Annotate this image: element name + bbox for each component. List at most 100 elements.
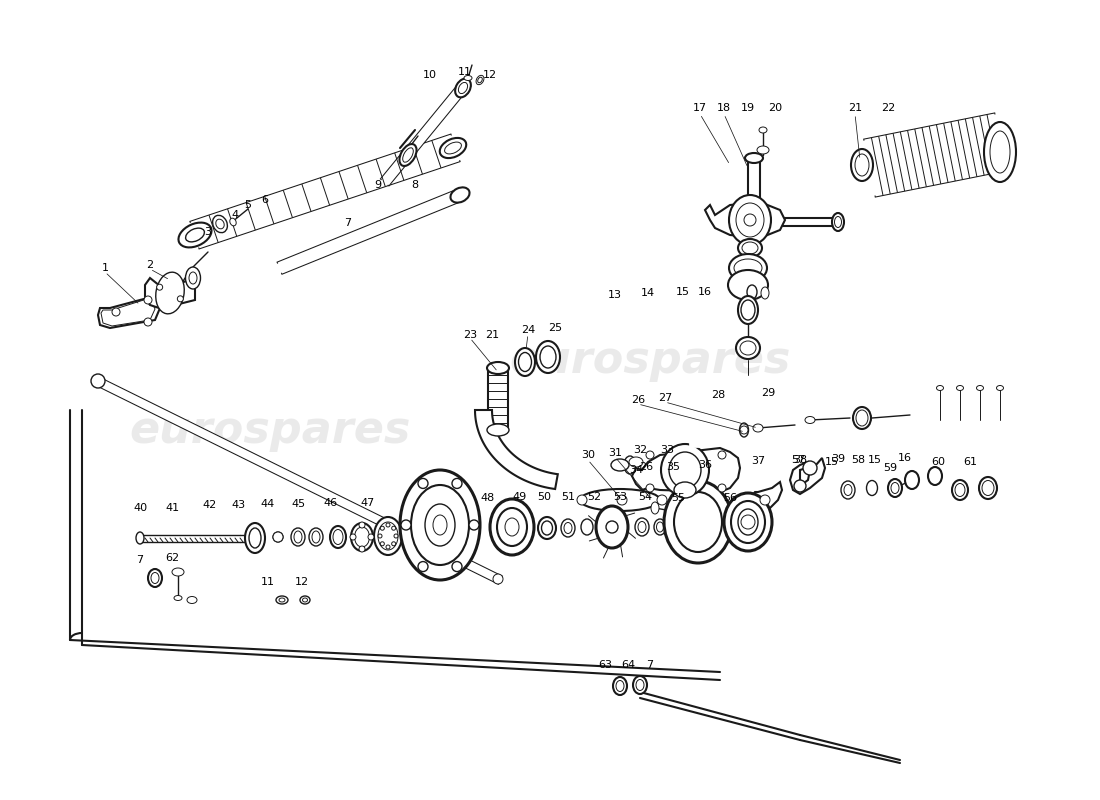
Circle shape bbox=[112, 308, 120, 316]
Text: 28: 28 bbox=[711, 390, 725, 400]
Ellipse shape bbox=[738, 296, 758, 324]
Text: 57: 57 bbox=[791, 455, 805, 465]
Ellipse shape bbox=[294, 531, 302, 543]
Ellipse shape bbox=[664, 481, 732, 563]
Text: 21: 21 bbox=[848, 103, 862, 113]
Circle shape bbox=[760, 495, 770, 505]
Ellipse shape bbox=[805, 417, 815, 423]
Text: 20: 20 bbox=[768, 103, 782, 113]
Ellipse shape bbox=[651, 502, 659, 514]
Ellipse shape bbox=[844, 485, 852, 495]
Text: 32: 32 bbox=[632, 445, 647, 455]
Text: 11: 11 bbox=[261, 577, 275, 587]
Ellipse shape bbox=[487, 424, 509, 436]
Text: 49: 49 bbox=[513, 492, 527, 502]
Circle shape bbox=[418, 562, 428, 571]
Circle shape bbox=[359, 522, 365, 528]
Text: 45: 45 bbox=[290, 499, 305, 509]
Circle shape bbox=[452, 562, 462, 571]
Ellipse shape bbox=[738, 239, 762, 257]
Circle shape bbox=[91, 374, 104, 388]
Polygon shape bbox=[750, 482, 782, 514]
Text: 11: 11 bbox=[458, 67, 472, 77]
Ellipse shape bbox=[736, 203, 764, 237]
Ellipse shape bbox=[729, 254, 767, 282]
Text: 59: 59 bbox=[883, 463, 898, 473]
Text: 52: 52 bbox=[587, 492, 601, 502]
Ellipse shape bbox=[212, 215, 228, 233]
Ellipse shape bbox=[936, 386, 944, 390]
Text: 17: 17 bbox=[693, 103, 707, 113]
Text: 40: 40 bbox=[133, 503, 147, 513]
Text: 56: 56 bbox=[723, 493, 737, 503]
Ellipse shape bbox=[536, 341, 560, 373]
Ellipse shape bbox=[351, 523, 373, 551]
Circle shape bbox=[606, 521, 618, 533]
Ellipse shape bbox=[888, 479, 902, 497]
Ellipse shape bbox=[189, 272, 197, 284]
Text: eurospares: eurospares bbox=[130, 409, 410, 451]
Text: 46: 46 bbox=[323, 498, 337, 508]
Text: 5: 5 bbox=[244, 200, 252, 210]
Ellipse shape bbox=[186, 267, 200, 289]
Text: 7: 7 bbox=[136, 555, 144, 565]
Ellipse shape bbox=[451, 187, 470, 202]
Text: 10: 10 bbox=[424, 70, 437, 80]
Text: 37: 37 bbox=[751, 456, 766, 466]
Ellipse shape bbox=[856, 410, 868, 426]
Ellipse shape bbox=[487, 362, 509, 374]
Text: 48: 48 bbox=[481, 493, 495, 503]
Ellipse shape bbox=[561, 519, 575, 537]
Ellipse shape bbox=[740, 341, 756, 355]
Text: 25: 25 bbox=[548, 323, 562, 333]
Ellipse shape bbox=[629, 457, 644, 467]
Ellipse shape bbox=[835, 217, 842, 227]
Ellipse shape bbox=[273, 532, 283, 542]
Text: 55: 55 bbox=[671, 493, 685, 503]
Text: 42: 42 bbox=[202, 500, 217, 510]
Ellipse shape bbox=[178, 222, 211, 247]
Ellipse shape bbox=[172, 568, 184, 576]
Text: 53: 53 bbox=[613, 492, 627, 502]
Circle shape bbox=[381, 542, 384, 546]
Ellipse shape bbox=[148, 569, 162, 587]
Text: 19: 19 bbox=[741, 103, 755, 113]
Ellipse shape bbox=[440, 138, 466, 158]
Text: 8: 8 bbox=[411, 180, 419, 190]
Ellipse shape bbox=[759, 127, 767, 133]
Ellipse shape bbox=[400, 470, 480, 580]
Ellipse shape bbox=[979, 477, 997, 499]
Ellipse shape bbox=[497, 508, 527, 546]
Circle shape bbox=[350, 534, 356, 540]
Ellipse shape bbox=[187, 597, 197, 603]
Ellipse shape bbox=[739, 423, 748, 437]
Ellipse shape bbox=[464, 75, 472, 81]
Text: 50: 50 bbox=[537, 492, 551, 502]
Polygon shape bbox=[94, 377, 502, 583]
Text: 12: 12 bbox=[295, 577, 309, 587]
Text: 7: 7 bbox=[647, 660, 653, 670]
Ellipse shape bbox=[378, 522, 398, 550]
Ellipse shape bbox=[216, 219, 224, 229]
Ellipse shape bbox=[505, 518, 519, 536]
Text: 23: 23 bbox=[463, 330, 477, 340]
Text: 39: 39 bbox=[830, 454, 845, 464]
Ellipse shape bbox=[455, 78, 471, 98]
Ellipse shape bbox=[459, 82, 468, 94]
Circle shape bbox=[718, 451, 726, 459]
Circle shape bbox=[493, 574, 503, 584]
Ellipse shape bbox=[732, 501, 764, 543]
Ellipse shape bbox=[867, 481, 878, 495]
Text: 3: 3 bbox=[205, 227, 211, 237]
Circle shape bbox=[156, 284, 163, 290]
Text: 51: 51 bbox=[561, 492, 575, 502]
Ellipse shape bbox=[354, 527, 370, 547]
Ellipse shape bbox=[842, 481, 855, 499]
Ellipse shape bbox=[955, 483, 965, 497]
Ellipse shape bbox=[905, 471, 918, 489]
Ellipse shape bbox=[477, 78, 482, 82]
Text: 22: 22 bbox=[881, 103, 895, 113]
Ellipse shape bbox=[657, 522, 663, 532]
Ellipse shape bbox=[245, 523, 265, 553]
Text: 34: 34 bbox=[629, 465, 644, 475]
